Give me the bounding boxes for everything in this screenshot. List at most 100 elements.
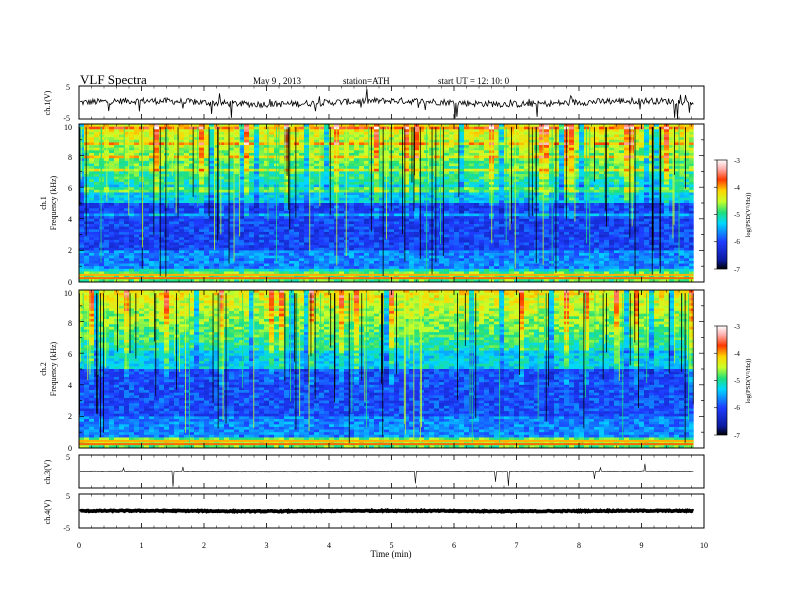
spectrogram-cell [209,152,215,156]
spectrogram-cell [374,200,380,204]
spectrogram-cell [504,142,510,146]
spectrogram-cell [554,213,560,217]
spectrogram-cell [414,221,420,225]
spectrogram-cell [409,189,415,193]
spectrogram-cell [159,129,165,133]
spectrogram-cell [544,155,550,159]
spectrogram-cell [649,176,655,180]
spectrogram-cell [579,221,585,225]
spectrogram-cell [324,160,330,164]
spectrogram-cell [219,221,225,225]
spectrogram-cell [174,179,180,183]
spectrogram-cell [639,197,645,201]
spectrogram-cell [159,176,165,180]
spectrogram-cell [609,137,615,141]
spectrogram-cell [399,221,405,225]
spectrogram-cell [579,195,585,199]
spectrogram-cell [464,145,470,148]
spectrogram-cell [144,160,150,164]
spectrogram-cell [109,224,115,227]
spectrogram-cell [469,216,475,220]
spectrogram-cell [524,184,530,188]
spectrogram-cell [324,126,330,130]
spectrogram-cell [589,213,595,217]
spectrogram-cell [144,139,150,143]
spectrogram-cell [364,150,370,154]
spectrogram-cell [144,218,150,222]
spectrogram-cell [649,139,655,143]
spectrogram-cell [234,163,240,167]
spectrogram-cell [169,192,175,196]
spectrogram-cell [299,226,305,230]
spectrogram-cell [179,155,185,159]
spectrogram-cell [129,166,135,170]
spectrogram-cell [219,176,225,180]
spectrogram-cell [94,181,100,185]
spectrogram-cell [189,208,195,212]
spectrogram-cell [394,176,400,180]
spectrogram-cell [394,150,400,154]
spectrogram-cell [209,139,215,143]
spectrogram-cell [454,192,460,196]
spectrogram-cell [79,203,85,206]
spectrogram-cell [339,158,345,162]
spectrogram-cell [449,213,455,217]
spectrogram-cell [599,139,605,143]
spectrogram-cell [574,134,580,138]
spectrogram-cell [169,150,175,154]
spectrogram-cell [434,189,440,193]
spectrogram-cell [469,150,475,154]
spectrogram-cell [379,129,385,133]
spectrogram-cell [159,197,165,201]
spectrogram-cell [644,203,650,206]
spectrogram-cell [214,150,220,154]
spectrogram-cell [644,208,650,212]
spectrogram-cell [444,166,450,170]
spectrogram-cell [189,195,195,199]
spectrogram-cell [499,152,505,156]
spectrogram-cell [434,147,440,151]
spectrogram-cell [244,218,250,222]
spectrogram-cell [234,137,240,141]
spectrogram-cell [629,205,635,209]
spectrogram-cell [324,210,330,214]
spectrogram-cell [499,142,505,146]
spectrogram-cell [229,200,235,204]
spectrogram-cell [254,187,260,191]
spectrogram-cell [329,168,335,172]
spectrogram-cell [639,181,645,185]
spectrogram-cell [444,200,450,204]
spectrogram-cell [244,187,250,191]
spectrogram-cell [624,155,630,159]
spectrogram-cell [619,189,625,193]
spectrogram-cell [539,216,545,220]
spectrogram-cell [169,168,175,172]
spectrogram-cell [89,163,95,167]
spectrogram-cell [664,181,670,185]
spectrogram-cell [114,189,120,193]
spectrogram-cell [609,179,615,183]
spectrogram-cell [579,152,585,156]
spectrogram-cell [109,131,115,135]
spectrogram-cell [504,171,510,175]
spectrogram-cell [544,145,550,148]
spectrogram-cell [304,181,310,185]
spectrogram-cell [494,203,500,206]
spectrogram-cell [189,126,195,130]
spectrogram-cell [409,226,415,230]
spectrogram-cell [519,213,525,217]
spectrogram-cell [124,189,130,193]
spectrogram-cell [339,221,345,225]
spectrogram-cell [269,163,275,167]
spectrogram-cell [619,176,625,180]
spectrogram-cell [569,181,575,185]
spectrogram-cell [609,126,615,130]
spectrogram-cell [454,134,460,138]
spectrogram-cell [599,150,605,154]
spectrogram-cell [359,150,365,154]
spectrogram-cell [339,213,345,217]
spectrogram-cell [599,205,605,209]
spectrogram-cell [659,213,665,217]
spectrogram-cell [529,137,535,141]
spectrogram-cell [279,152,285,156]
